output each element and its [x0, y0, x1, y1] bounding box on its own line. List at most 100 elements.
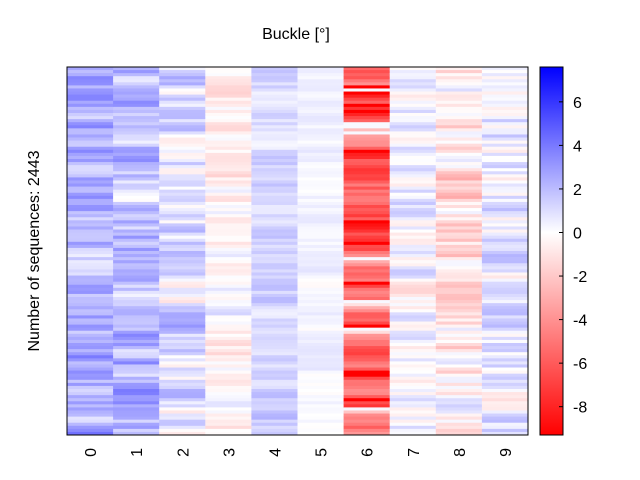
heatmap-cell — [251, 97, 298, 102]
heatmap-cell — [343, 416, 391, 421]
heatmap-cell — [343, 113, 391, 117]
heatmap-cell — [343, 300, 391, 304]
heatmap-cell — [67, 300, 114, 304]
heatmap-cell — [251, 361, 298, 365]
heatmap-cell — [297, 379, 344, 384]
heatmap-cell — [159, 407, 206, 411]
heatmap-cell — [159, 419, 206, 424]
heatmap-cell — [389, 214, 437, 218]
heatmap-cell — [67, 321, 114, 325]
heatmap-cell — [159, 119, 206, 123]
heatmap-cell — [389, 413, 437, 417]
heatmap-cell — [343, 339, 391, 344]
heatmap-cell — [297, 395, 344, 399]
heatmap-cell — [435, 131, 483, 135]
heatmap-cell — [389, 269, 437, 273]
heatmap-cell — [297, 208, 344, 212]
heatmap-cell — [435, 315, 483, 319]
heatmap-cell — [113, 159, 160, 163]
heatmap-cell — [251, 217, 298, 221]
heatmap-cell — [251, 201, 298, 206]
heatmap-cell — [297, 159, 344, 163]
heatmap-cell — [343, 67, 391, 71]
colorbar-tick-label: 0 — [573, 225, 582, 242]
heatmap-cell — [389, 195, 437, 200]
heatmap-cell — [251, 171, 298, 175]
heatmap-cell — [251, 303, 298, 307]
heatmap-cell — [251, 297, 298, 301]
heatmap-cell — [251, 266, 298, 270]
heatmap-cell — [389, 287, 437, 292]
heatmap-cell — [67, 226, 114, 230]
heatmap-cell — [343, 103, 391, 108]
heatmap-cell — [297, 183, 344, 187]
heatmap-cell — [205, 67, 252, 71]
heatmap-cell — [435, 106, 483, 111]
heatmap-cell — [481, 73, 529, 77]
heatmap-cell — [205, 297, 252, 301]
heatmap-cell — [159, 373, 206, 378]
heatmap-cell — [297, 428, 344, 433]
heatmap-cell — [343, 379, 391, 384]
heatmap-cell — [481, 97, 529, 102]
heatmap-cell — [113, 97, 160, 102]
heatmap-cell — [343, 349, 391, 353]
heatmap-cell — [251, 358, 298, 362]
heatmap-cell — [297, 389, 344, 393]
heatmap-cell — [67, 404, 114, 408]
heatmap-cell — [481, 76, 529, 80]
heatmap-cell — [435, 232, 483, 237]
heatmap-cell — [205, 82, 252, 86]
heatmap-cell — [67, 395, 114, 399]
heatmap-cell — [159, 392, 206, 396]
heatmap-cell — [435, 223, 483, 227]
heatmap-cell — [159, 128, 206, 132]
heatmap-cell — [113, 343, 160, 347]
heatmap-cell — [67, 67, 114, 71]
heatmap-cell — [205, 214, 252, 218]
heatmap-cell — [389, 431, 437, 436]
heatmap-cell — [389, 247, 437, 252]
heatmap-cell — [251, 247, 298, 252]
heatmap-cell — [481, 174, 529, 178]
heatmap-cell — [343, 146, 391, 151]
heatmap-cell — [297, 263, 344, 267]
heatmap-cell — [113, 303, 160, 307]
heatmap-cell — [435, 143, 483, 148]
heatmap-cell — [389, 306, 437, 310]
heatmap-cell — [481, 119, 529, 123]
heatmap-cell — [159, 333, 206, 338]
heatmap-cell — [205, 254, 252, 258]
heatmap-cell — [113, 428, 160, 433]
heatmap-cell — [297, 297, 344, 301]
heatmap-cell — [389, 398, 437, 402]
heatmap-cell — [481, 131, 529, 135]
heatmap-cell — [67, 189, 114, 194]
heatmap-cell — [251, 146, 298, 151]
heatmap-cell — [481, 336, 529, 341]
heatmap-cell — [297, 143, 344, 148]
heatmap-cell — [389, 94, 437, 99]
heatmap-cell — [67, 272, 114, 276]
heatmap-cell — [389, 217, 437, 221]
heatmap-cell — [297, 419, 344, 424]
heatmap-cell — [159, 122, 206, 126]
heatmap-cell — [159, 211, 206, 215]
heatmap-cell — [251, 140, 298, 145]
heatmap-cell — [67, 73, 114, 77]
heatmap-cell — [343, 100, 391, 105]
heatmap-cell — [251, 367, 298, 371]
heatmap-cell — [297, 330, 344, 335]
heatmap-cell — [481, 113, 529, 117]
heatmap-cell — [297, 155, 344, 160]
heatmap-cell — [67, 94, 114, 99]
heatmap-cell — [113, 174, 160, 178]
heatmap-cell — [113, 361, 160, 365]
heatmap-cell — [481, 143, 529, 148]
heatmap-cell — [389, 79, 437, 83]
heatmap-cell — [205, 428, 252, 433]
heatmap-cell — [113, 327, 160, 332]
heatmap-cell — [251, 398, 298, 402]
heatmap-cell — [113, 419, 160, 424]
